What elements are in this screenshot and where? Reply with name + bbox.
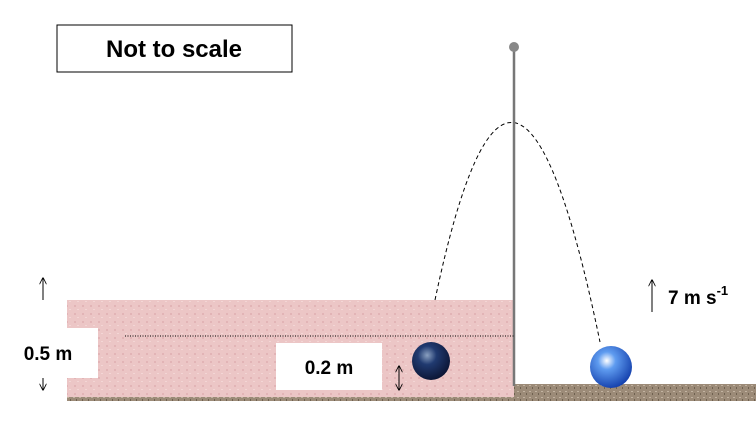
speed: 7 m s-1 [668,283,728,309]
diagram: Not to scale 0.5 m 0.2 m 7 m s-1 [0,0,756,428]
ball-height: 0.2 m [305,358,354,379]
ball [412,342,450,380]
speed-exponent: -1 [717,283,729,298]
wall-height: 0.5 m [24,344,73,365]
note: Not to scale [106,36,242,63]
peak-dot [509,42,519,52]
speed-text: 7 m s [668,288,717,309]
ground [514,384,756,400]
ball [590,346,632,388]
